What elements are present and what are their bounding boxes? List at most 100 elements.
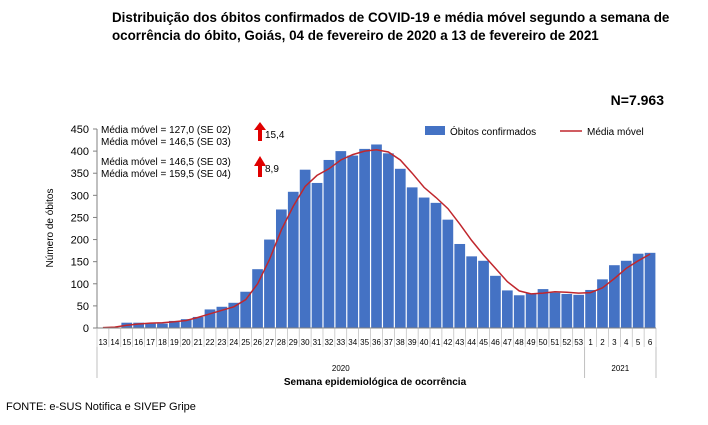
y-tick-label: 400 bbox=[71, 146, 89, 158]
bar bbox=[561, 293, 573, 328]
y-tick-label: 50 bbox=[77, 301, 89, 313]
bar bbox=[192, 316, 204, 328]
moving-average-series bbox=[102, 149, 651, 329]
x-tick-label: 29 bbox=[289, 338, 298, 347]
x-tick-label: 45 bbox=[479, 338, 488, 347]
x-tick-label: 27 bbox=[265, 338, 274, 347]
y-tick-label: 300 bbox=[71, 190, 89, 202]
y-tick-label: 150 bbox=[71, 257, 89, 269]
x-tick-label: 53 bbox=[574, 338, 583, 347]
x-tick-label: 13 bbox=[98, 338, 107, 347]
x-tick-label: 44 bbox=[467, 338, 476, 347]
bar bbox=[430, 202, 442, 328]
x-tick-label: 42 bbox=[443, 338, 452, 347]
bar bbox=[394, 168, 406, 328]
legend-bar-swatch bbox=[425, 126, 445, 135]
annotation-2-up-arrow-icon bbox=[254, 156, 266, 177]
bar bbox=[216, 306, 228, 328]
x-tick-label: 38 bbox=[396, 338, 405, 347]
bar bbox=[442, 219, 454, 328]
x-tick-label: 2 bbox=[600, 338, 605, 347]
x-tick-label: 1 bbox=[588, 338, 593, 347]
bar bbox=[573, 294, 585, 328]
bar bbox=[335, 151, 347, 328]
x-tick-label: 43 bbox=[455, 338, 464, 347]
year-label: 2021 bbox=[611, 364, 629, 373]
x-tick-label: 5 bbox=[636, 338, 641, 347]
x-tick-label: 14 bbox=[110, 338, 119, 347]
bar bbox=[609, 265, 620, 328]
x-tick-label: 22 bbox=[206, 338, 215, 347]
x-tick-label: 46 bbox=[491, 338, 500, 347]
x-tick-label: 47 bbox=[503, 338, 512, 347]
y-tick-label: 250 bbox=[71, 212, 89, 224]
bar bbox=[383, 153, 394, 328]
y-axis: 0 50 100 150 200 250 300 350 400 450 bbox=[71, 124, 98, 335]
bar bbox=[478, 260, 489, 328]
legend-bar-label: Óbitos confirmados bbox=[450, 125, 536, 138]
x-tick-label: 39 bbox=[408, 338, 417, 347]
bar bbox=[644, 252, 656, 328]
legend: Óbitos confirmados Média móvel bbox=[425, 125, 644, 138]
bar-series bbox=[97, 144, 656, 328]
bar bbox=[252, 269, 263, 328]
bar bbox=[490, 275, 501, 328]
annotation-1-line-2: Média móvel = 146,5 (SE 03) bbox=[101, 137, 231, 148]
annotation-1-line-1: Média móvel = 127,0 (SE 02) bbox=[101, 125, 231, 136]
bar bbox=[168, 320, 180, 328]
bar bbox=[359, 148, 370, 328]
bar bbox=[204, 309, 216, 328]
year-label: 2020 bbox=[332, 364, 350, 373]
bar bbox=[549, 292, 561, 328]
bar bbox=[157, 323, 168, 328]
chart-title: Distribuição dos óbitos confirmados de C… bbox=[112, 10, 670, 43]
bar bbox=[406, 187, 418, 328]
x-tick-label: 15 bbox=[122, 338, 131, 347]
x-tick-label: 50 bbox=[539, 338, 548, 347]
x-tick-label: 41 bbox=[432, 338, 441, 347]
legend-line-label: Média móvel bbox=[587, 127, 644, 138]
annotation-2-line-1: Média móvel = 146,5 (SE 03) bbox=[101, 157, 231, 168]
x-tick-label: 18 bbox=[158, 338, 167, 347]
x-tick-label: 51 bbox=[550, 338, 559, 347]
bar bbox=[525, 293, 537, 328]
annotation-2-line-2: Média móvel = 159,5 (SE 04) bbox=[101, 169, 231, 180]
bar bbox=[585, 289, 596, 328]
x-tick-label: 23 bbox=[217, 338, 226, 347]
y-tick-label: 100 bbox=[71, 279, 89, 291]
bar bbox=[597, 279, 608, 328]
bar bbox=[632, 253, 644, 328]
bar bbox=[537, 289, 549, 328]
bar bbox=[418, 197, 430, 328]
x-tick-label: 32 bbox=[324, 338, 333, 347]
annotation-1-change: 15,4 bbox=[265, 130, 285, 141]
bar bbox=[371, 144, 382, 328]
bar bbox=[347, 155, 359, 328]
x-tick-label: 33 bbox=[336, 338, 345, 347]
total-count-label: N=7.963 bbox=[610, 92, 664, 108]
x-tick-label: 36 bbox=[372, 338, 381, 347]
x-axis-label: Semana epidemiológica de ocorrência bbox=[284, 377, 467, 388]
bar bbox=[133, 322, 144, 328]
bar bbox=[501, 290, 513, 328]
bar bbox=[513, 295, 525, 328]
bar bbox=[275, 209, 287, 328]
y-tick-label: 350 bbox=[71, 168, 89, 180]
x-tick-label: 26 bbox=[253, 338, 262, 347]
bar bbox=[180, 319, 192, 328]
x-tick-label: 28 bbox=[277, 338, 286, 347]
bar bbox=[240, 291, 252, 328]
bar bbox=[311, 182, 323, 328]
x-tick-label: 6 bbox=[648, 338, 653, 347]
bar bbox=[299, 169, 311, 328]
x-tick-label: 37 bbox=[384, 338, 393, 347]
y-axis-label: Número de óbitos bbox=[45, 189, 56, 268]
bar bbox=[264, 239, 275, 328]
x-tick-label: 40 bbox=[420, 338, 429, 347]
y-tick-label: 450 bbox=[71, 124, 89, 136]
annotation-1-up-arrow-icon bbox=[254, 122, 266, 141]
x-tick-label: 16 bbox=[134, 338, 143, 347]
bar bbox=[454, 243, 466, 328]
bar bbox=[620, 260, 632, 328]
